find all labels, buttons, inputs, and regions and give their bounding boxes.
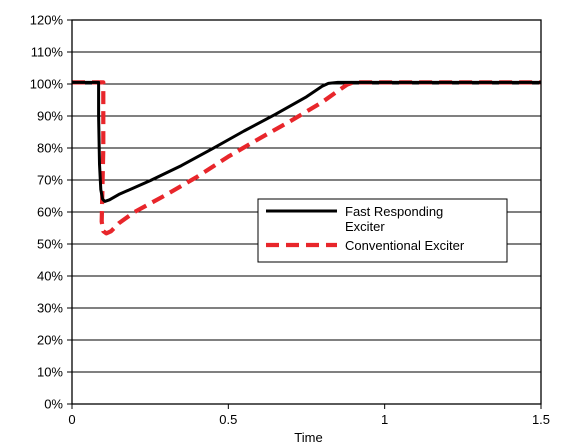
x-axis-label: Time	[294, 430, 322, 445]
legend: Fast Responding Exciter Conventional Exc…	[257, 198, 508, 263]
legend-label-fast-responding-exciter-line2: Exciter	[345, 219, 385, 234]
y-tick-label: 50%	[37, 237, 63, 252]
legend-label-conventional-exciter: Conventional Exciter	[345, 238, 465, 253]
y-tick-label: 80%	[37, 141, 63, 156]
y-tick-label: 90%	[37, 109, 63, 124]
plot-frame	[71, 19, 542, 405]
y-tick-label: 0%	[44, 397, 63, 412]
y-tick-label: 40%	[37, 269, 63, 284]
y-tick-label: 110%	[31, 45, 64, 60]
series-line-conventional-exciter	[72, 80, 541, 236]
series-line-fast-responding-exciter	[72, 80, 541, 203]
x-tick-label: 1	[381, 412, 388, 427]
y-tick-label: 60%	[37, 205, 63, 220]
y-tick-label: 30%	[37, 301, 63, 316]
y-tick-label: 100%	[30, 77, 64, 92]
series-lines	[72, 80, 541, 236]
y-tick-label: 70%	[37, 173, 63, 188]
y-tick-label: 20%	[37, 333, 63, 348]
y-tick-label: 120%	[30, 13, 64, 28]
x-tick-label: 0	[68, 412, 75, 427]
y-tick-label: 10%	[37, 365, 63, 380]
x-tick-label: 1.5	[532, 412, 550, 427]
x-tick-label: 0.5	[219, 412, 237, 427]
legend-label-fast-responding-exciter: Fast Responding	[345, 204, 443, 219]
tick-labels: 0% 10% 20% 30% 40% 50% 60% 70% 80% 90% 100% 110% 120…	[30, 13, 550, 428]
